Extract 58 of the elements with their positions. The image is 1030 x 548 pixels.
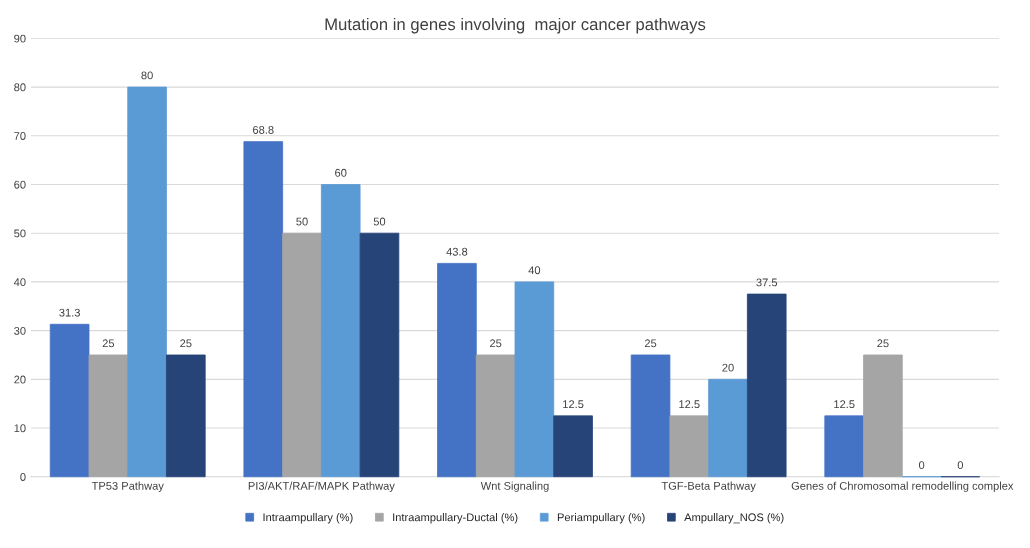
legend-label: Intraampullary (%) <box>263 513 353 524</box>
data-label: 80 <box>141 71 153 80</box>
bar <box>630 354 671 478</box>
bar <box>127 86 167 478</box>
data-label: 25 <box>102 339 115 348</box>
data-label: 31.3 <box>59 308 80 317</box>
legend-label: Periampullary (%) <box>557 513 645 524</box>
bar <box>708 378 748 478</box>
data-label: 12.5 <box>834 400 855 409</box>
x-tick-label: Genes of Chromosomal remodelling complex <box>791 481 1014 492</box>
bar <box>359 232 400 478</box>
bar <box>824 415 864 478</box>
bar <box>863 354 903 478</box>
data-label: 25 <box>490 339 502 348</box>
y-tick-label: 60 <box>14 180 26 189</box>
data-label: 43.8 <box>446 247 468 256</box>
data-label: 37.5 <box>756 278 778 287</box>
y-tick-label: 50 <box>14 229 26 238</box>
bar <box>553 415 593 478</box>
data-label: 0 <box>957 461 964 470</box>
y-tick-label: 0 <box>20 473 26 481</box>
bar <box>282 232 322 478</box>
bar <box>669 415 710 478</box>
bar <box>243 141 284 478</box>
y-tick-label: 80 <box>14 83 26 92</box>
chart-title: Mutation in genes involving major cancer pathways <box>325 17 706 34</box>
data-label: 50 <box>373 217 386 226</box>
data-label: 0 <box>918 461 925 470</box>
data-label: 25 <box>877 339 889 348</box>
y-tick-label: 90 <box>14 34 26 43</box>
bar <box>437 262 477 478</box>
x-tick-label: PI3/AKT/RAF/MAPK Pathway <box>248 481 395 492</box>
data-label: 25 <box>644 339 657 348</box>
y-tick-label: 20 <box>14 375 26 384</box>
legend-label: Ampullary_NOS (%) <box>684 513 784 524</box>
x-tick-label: TGF-Beta Pathway <box>661 481 756 492</box>
data-label: 20 <box>722 363 734 372</box>
bar <box>88 354 129 478</box>
bar <box>49 323 90 478</box>
data-label: 68.8 <box>253 126 274 134</box>
data-label: 12.5 <box>679 400 700 409</box>
bar <box>746 293 787 478</box>
bar <box>320 184 361 478</box>
data-label: 40 <box>528 266 541 275</box>
legend-label: Intraampullary-Ductal (%) <box>393 513 518 524</box>
y-tick-label: 10 <box>14 424 26 433</box>
data-label: 12.5 <box>563 400 584 409</box>
data-label: 60 <box>335 168 347 177</box>
bar <box>166 354 206 478</box>
x-tick-label: TP53 Pathway <box>91 481 164 492</box>
bar <box>475 354 516 478</box>
bar <box>514 281 555 478</box>
x-tick-label: Wnt Signaling <box>480 481 549 492</box>
data-label: 25 <box>180 339 192 348</box>
y-tick-label: 30 <box>14 326 26 335</box>
y-tick-label: 70 <box>14 132 26 140</box>
data-label: 50 <box>296 217 308 226</box>
y-tick-label: 40 <box>13 278 26 287</box>
